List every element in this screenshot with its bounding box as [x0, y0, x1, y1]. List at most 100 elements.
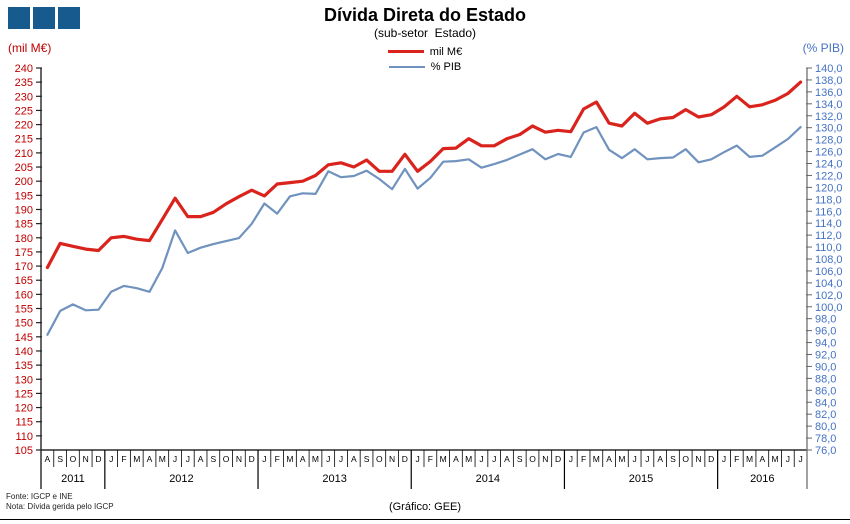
svg-text:M: M	[746, 454, 753, 464]
svg-text:136,0: 136,0	[815, 87, 843, 99]
svg-text:126,0: 126,0	[815, 147, 843, 159]
svg-text:N: N	[83, 454, 89, 464]
svg-text:2013: 2013	[322, 473, 346, 485]
year-axis: 2011 2012 2013 2014 2015 2016	[61, 473, 774, 485]
svg-text:M: M	[440, 454, 447, 464]
svg-text:165: 165	[15, 275, 33, 287]
svg-text:D: D	[555, 454, 561, 464]
svg-text:122,0: 122,0	[815, 170, 843, 182]
legend: mil M€ % PIB	[0, 44, 850, 74]
svg-text:132,0: 132,0	[815, 111, 843, 123]
svg-text:128,0: 128,0	[815, 135, 843, 147]
svg-text:86,0: 86,0	[815, 385, 836, 397]
svg-text:2015: 2015	[629, 473, 653, 485]
svg-text:102,0: 102,0	[815, 290, 843, 302]
svg-text:D: D	[249, 454, 255, 464]
svg-text:150: 150	[15, 318, 33, 330]
svg-text:116,0: 116,0	[815, 206, 842, 218]
svg-text:155: 155	[15, 304, 33, 316]
svg-text:125: 125	[15, 388, 33, 400]
svg-text:90,0: 90,0	[815, 361, 836, 373]
svg-text:A: A	[504, 454, 510, 464]
left-axis-ticks: 240 235 230 225 220 215 210 205 200 195 190 185 180 1…	[15, 63, 42, 457]
svg-text:110,0: 110,0	[815, 242, 842, 254]
svg-text:2016: 2016	[750, 473, 774, 485]
svg-text:O: O	[376, 454, 383, 464]
svg-text:134,0: 134,0	[815, 99, 843, 111]
svg-text:M: M	[465, 454, 472, 464]
svg-text:235: 235	[15, 77, 33, 89]
svg-text:185: 185	[15, 219, 33, 231]
svg-text:O: O	[529, 454, 536, 464]
svg-text:M: M	[312, 454, 319, 464]
svg-text:J: J	[798, 454, 802, 464]
svg-text:S: S	[670, 454, 676, 464]
svg-text:80,0: 80,0	[815, 421, 836, 433]
svg-text:N: N	[695, 454, 701, 464]
svg-text:D: D	[708, 454, 714, 464]
svg-text:M: M	[286, 454, 293, 464]
svg-text:100,0: 100,0	[815, 302, 843, 314]
svg-text:F: F	[734, 454, 739, 464]
logo-square-2	[33, 7, 55, 29]
svg-text:A: A	[606, 454, 612, 464]
page-title: Dívida Direta do Estado	[323, 5, 527, 25]
svg-text:94,0: 94,0	[815, 338, 836, 350]
svg-text:98,0: 98,0	[815, 314, 836, 326]
svg-text:D: D	[402, 454, 408, 464]
svg-text:A: A	[147, 454, 153, 464]
svg-text:106,0: 106,0	[815, 266, 843, 278]
svg-text:J: J	[262, 454, 266, 464]
svg-text:110: 110	[15, 431, 33, 443]
svg-text:160: 160	[15, 289, 33, 301]
svg-text:A: A	[300, 454, 306, 464]
svg-text:112,0: 112,0	[815, 230, 842, 242]
svg-text:140: 140	[15, 346, 33, 358]
svg-text:108,0: 108,0	[815, 254, 843, 266]
svg-text:N: N	[389, 454, 395, 464]
page-subtitle: (sub-setor Estado)	[373, 26, 477, 40]
svg-text:A: A	[453, 454, 459, 464]
svg-text:78,0: 78,0	[815, 433, 836, 445]
logo-square-3	[58, 7, 80, 29]
svg-text:240: 240	[15, 63, 33, 75]
svg-text:M: M	[159, 454, 166, 464]
svg-text:225: 225	[15, 105, 33, 117]
svg-text:J: J	[339, 454, 343, 464]
logo-square-1	[8, 7, 30, 29]
series-pib	[46, 125, 802, 336]
logo	[8, 7, 80, 29]
footer-source: Fonte: IGCP e INE Nota: Dívida gerida pe…	[6, 492, 114, 512]
svg-text:D: D	[95, 454, 101, 464]
svg-text:84,0: 84,0	[815, 397, 836, 409]
svg-text:2011: 2011	[61, 473, 85, 485]
svg-text:120: 120	[15, 403, 33, 415]
svg-text:175: 175	[15, 247, 33, 259]
svg-text:F: F	[428, 454, 433, 464]
svg-text:N: N	[236, 454, 242, 464]
svg-text:230: 230	[15, 91, 33, 103]
svg-text:A: A	[45, 454, 51, 464]
svg-text:170: 170	[15, 261, 33, 273]
svg-text:215: 215	[15, 134, 33, 146]
note-line: Nota: Dívida gerida pelo IGCP	[6, 502, 114, 511]
svg-text:F: F	[121, 454, 126, 464]
svg-text:145: 145	[15, 332, 33, 344]
svg-text:205: 205	[15, 162, 33, 174]
svg-text:180: 180	[15, 233, 33, 245]
svg-text:J: J	[645, 454, 649, 464]
svg-text:115: 115	[15, 417, 33, 429]
footer-credit: (Gráfico: GEE)	[388, 501, 462, 513]
svg-text:J: J	[415, 454, 419, 464]
legend-item-pib: % PIB	[0, 59, 850, 74]
svg-text:J: J	[492, 454, 496, 464]
svg-text:195: 195	[15, 190, 33, 202]
svg-text:124,0: 124,0	[815, 159, 843, 171]
svg-text:N: N	[542, 454, 548, 464]
svg-text:135: 135	[15, 360, 33, 372]
svg-text:J: J	[186, 454, 190, 464]
svg-text:210: 210	[15, 148, 33, 160]
svg-text:S: S	[517, 454, 523, 464]
